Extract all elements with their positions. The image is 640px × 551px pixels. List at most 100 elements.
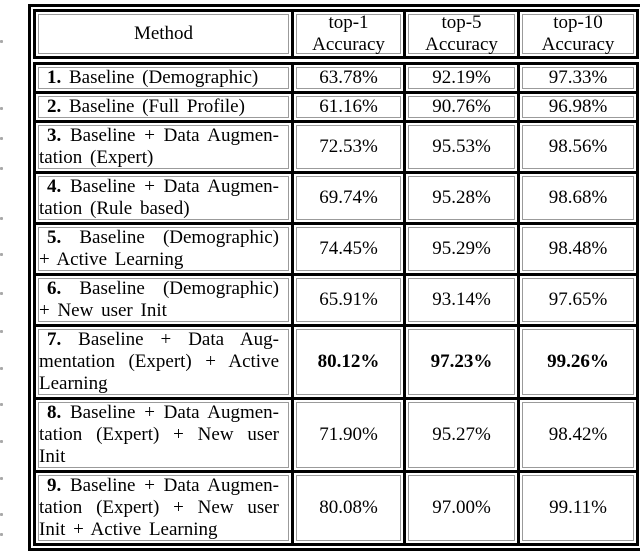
row-number: 1. — [47, 67, 62, 88]
method-line: tation (Expert) + New user — [39, 424, 279, 445]
method-cell: 8. Baseline + Data Augmen-tation (Expert… — [33, 397, 294, 473]
method-cell: 6. Baseline (Demographic) + New user Init — [33, 273, 294, 327]
top5-accuracy-cell: 92.19% — [403, 59, 520, 94]
method-cell: 4. Baseline + Data Augmen-tation (Rule b… — [33, 171, 294, 225]
table-row: 4. Baseline + Data Augmen-tation (Rule b… — [33, 171, 639, 225]
top5-accuracy-cell: 95.53% — [403, 120, 520, 174]
method-line: 6. Baseline (Demographic) — [47, 278, 279, 299]
edge-artifact-mark — [0, 292, 3, 295]
top1-accuracy-cell: 69.74% — [291, 171, 406, 225]
header-row: Method top-1 Accuracy top-5 Accuracy top… — [33, 9, 639, 65]
edge-artifact-mark — [0, 40, 3, 43]
edge-artifact-mark — [0, 533, 3, 536]
header-top10-line2: Accuracy — [541, 34, 615, 55]
top5-accuracy-cell: 97.00% — [403, 470, 520, 546]
edge-artifact-mark — [0, 107, 3, 110]
method-line: 1. Baseline (Demographic) — [47, 67, 259, 88]
top5-accuracy-cell: 95.28% — [403, 171, 520, 225]
top1-accuracy-cell: 61.16% — [291, 91, 406, 123]
edge-artifact-mark — [0, 217, 3, 220]
header-top1-line2: Accuracy — [312, 34, 385, 55]
method-cell: 9. Baseline + Data Augmen-tation (Expert… — [33, 470, 294, 546]
method-line: tation (Rule based) — [39, 198, 190, 219]
header-top1: top-1 Accuracy — [291, 9, 406, 65]
header-method-label: Method — [133, 23, 194, 44]
table-row: 6. Baseline (Demographic) + New user Init… — [33, 273, 639, 327]
method-line: 8. Baseline + Data Augmen- — [47, 402, 279, 423]
top10-accuracy-cell: 99.26% — [517, 324, 639, 400]
top10-accuracy-cell: 97.33% — [517, 59, 639, 94]
method-line: tation (Expert) — [39, 147, 154, 168]
top1-accuracy-cell: 74.45% — [291, 222, 406, 276]
results-table-frame: Method top-1 Accuracy top-5 Accuracy top… — [28, 4, 640, 551]
row-number: 4. — [47, 176, 62, 197]
method-line: Learning — [39, 373, 108, 394]
row-number: 8. — [47, 402, 62, 423]
top1-accuracy-cell: 71.90% — [291, 397, 406, 473]
header-top10: top-10 Accuracy — [517, 9, 639, 65]
edge-artifact-mark — [0, 513, 3, 516]
edge-artifact-mark — [0, 137, 3, 140]
table-row: 7. Baseline + Data Aug-mentation (Expert… — [33, 324, 639, 400]
edge-artifact-mark — [0, 477, 3, 480]
top5-accuracy-cell: 95.27% — [403, 397, 520, 473]
top1-accuracy-cell: 72.53% — [291, 120, 406, 174]
method-line: Init + Active Learning — [39, 519, 218, 540]
method-line: mentation (Expert) + Active — [39, 351, 279, 372]
row-number: 3. — [47, 125, 62, 146]
method-line: 2. Baseline (Full Profile) — [47, 96, 245, 117]
table-row: 5. Baseline (Demographic) + Active Learni… — [33, 222, 639, 276]
method-line: + New user Init — [39, 300, 167, 321]
row-number: 5. — [47, 227, 62, 248]
top1-accuracy-cell: 80.12% — [291, 324, 406, 400]
header-method: Method — [33, 9, 294, 65]
header-top10-line1: top-10 — [553, 12, 603, 33]
method-line: Init — [39, 446, 66, 467]
top10-accuracy-cell: 98.48% — [517, 222, 639, 276]
top1-accuracy-cell: 63.78% — [291, 59, 406, 94]
top1-accuracy-cell: 80.08% — [291, 470, 406, 546]
edge-artifact-mark — [0, 403, 3, 406]
edge-artifact-mark — [0, 367, 3, 370]
table-row: 2. Baseline (Full Profile) 61.16% 90.76% 96… — [33, 91, 639, 123]
method-cell: 5. Baseline (Demographic) + Active Learni… — [33, 222, 294, 276]
row-number: 7. — [47, 329, 62, 350]
table-row: 9. Baseline + Data Augmen-tation (Expert… — [33, 470, 639, 546]
top1-accuracy-cell: 65.91% — [291, 273, 406, 327]
edge-artifact-mark — [0, 330, 3, 333]
table-row: 8. Baseline + Data Augmen-tation (Expert… — [33, 397, 639, 473]
row-number: 6. — [47, 278, 62, 299]
edge-artifact-mark — [0, 167, 3, 170]
results-table: Method top-1 Accuracy top-5 Accuracy top… — [33, 9, 639, 546]
edge-artifact-mark — [0, 253, 3, 256]
top5-accuracy-cell: 95.29% — [403, 222, 520, 276]
top10-accuracy-cell: 96.98% — [517, 91, 639, 123]
method-line: 9. Baseline + Data Augmen- — [47, 475, 279, 496]
method-line: 7. Baseline + Data Aug- — [47, 329, 279, 350]
header-top5-line1: top-5 — [441, 12, 482, 33]
table-body: 1. Baseline (Demographic) 63.78% 92.19% 97.… — [33, 59, 639, 546]
method-line: 5. Baseline (Demographic) — [47, 227, 279, 248]
method-cell: 1. Baseline (Demographic) — [33, 59, 294, 94]
method-line: 3. Baseline + Data Augmen- — [47, 125, 279, 146]
header-top5-line2: Accuracy — [425, 34, 498, 55]
top5-accuracy-cell: 90.76% — [403, 91, 520, 123]
top10-accuracy-cell: 97.65% — [517, 273, 639, 327]
top10-accuracy-cell: 98.68% — [517, 171, 639, 225]
method-cell: 2. Baseline (Full Profile) — [33, 91, 294, 123]
top10-accuracy-cell: 98.56% — [517, 120, 639, 174]
row-number: 9. — [47, 475, 62, 496]
row-number: 2. — [47, 96, 62, 117]
method-line: 4. Baseline + Data Augmen- — [47, 176, 279, 197]
method-cell: 3. Baseline + Data Augmen-tation (Expert… — [33, 120, 294, 174]
top5-accuracy-cell: 93.14% — [403, 273, 520, 327]
method-cell: 7. Baseline + Data Aug-mentation (Expert… — [33, 324, 294, 400]
table-row: 3. Baseline + Data Augmen-tation (Expert… — [33, 120, 639, 174]
method-line: + Active Learning — [39, 249, 184, 270]
header-top5: top-5 Accuracy — [403, 9, 520, 65]
top10-accuracy-cell: 99.11% — [517, 470, 639, 546]
top10-accuracy-cell: 98.42% — [517, 397, 639, 473]
header-top1-line1: top-1 — [328, 12, 369, 33]
table-row: 1. Baseline (Demographic) 63.78% 92.19% 97.… — [33, 59, 639, 94]
